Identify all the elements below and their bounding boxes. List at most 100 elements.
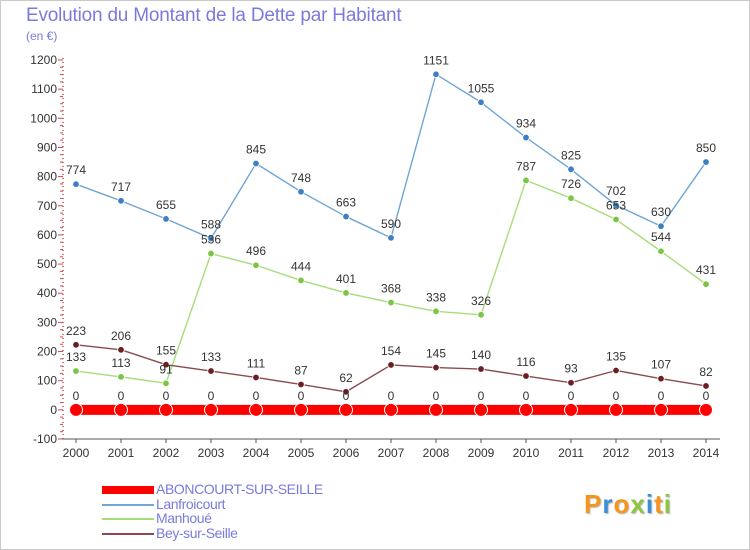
data-label: 850 <box>696 141 716 155</box>
data-point <box>117 197 125 205</box>
data-point <box>72 341 80 349</box>
data-point <box>387 234 395 242</box>
data-label: 0 <box>523 389 530 403</box>
y-tick-label: 700 <box>37 199 57 213</box>
data-label: 93 <box>564 362 578 376</box>
data-label: 0 <box>478 389 485 403</box>
data-label: 0 <box>343 389 350 403</box>
data-label: 444 <box>291 259 311 273</box>
y-tick-label: 300 <box>37 315 57 329</box>
legend-label: Lanfroicourt <box>156 495 226 512</box>
data-label: 0 <box>253 389 260 403</box>
data-label: 663 <box>336 196 356 210</box>
y-tick-label: 0 <box>50 403 57 417</box>
data-point <box>114 402 128 417</box>
data-point <box>519 402 533 417</box>
data-point <box>612 201 620 209</box>
x-tick-label: 2012 <box>603 446 630 460</box>
x-tick-label: 2006 <box>333 446 360 460</box>
data-point <box>612 215 620 224</box>
x-tick-label: 2010 <box>513 446 540 460</box>
legend-item: Lanfroicourt <box>102 495 382 513</box>
data-label: 133 <box>201 350 221 364</box>
data-label: 536 <box>201 233 221 247</box>
y-tick-label: 600 <box>37 228 57 242</box>
data-point <box>477 98 485 106</box>
data-point <box>297 380 305 389</box>
data-point <box>72 367 80 375</box>
data-label: 62 <box>339 371 353 385</box>
legend-swatch <box>102 486 154 494</box>
logo-letter: o <box>613 489 631 519</box>
x-tick-label: 2009 <box>468 446 495 460</box>
data-label: 338 <box>426 290 446 304</box>
data-point <box>699 402 713 417</box>
y-tick-label: 900 <box>37 140 57 154</box>
series-line-2 <box>75 73 707 240</box>
data-point <box>252 159 260 168</box>
data-label: 748 <box>291 171 311 185</box>
chart-title: Evolution du Montant de la Dette par Hab… <box>26 5 402 26</box>
data-label: 431 <box>696 263 716 277</box>
data-label: 0 <box>703 389 710 403</box>
logo-letter: P <box>584 489 603 519</box>
legend-swatch <box>102 503 154 506</box>
x-tick-label: 2003 <box>198 446 225 460</box>
data-label: 726 <box>561 177 581 191</box>
data-point <box>477 311 485 319</box>
data-point <box>252 261 260 269</box>
data-point <box>567 194 575 202</box>
data-point <box>657 374 665 383</box>
logo-letter: r <box>602 489 614 519</box>
data-point <box>294 402 308 417</box>
data-point <box>297 188 305 196</box>
data-point <box>384 402 398 417</box>
data-point <box>387 298 395 307</box>
data-label: 655 <box>156 198 176 212</box>
data-label: 0 <box>658 389 665 403</box>
data-label: 368 <box>381 282 401 296</box>
data-label: 544 <box>651 230 671 244</box>
data-label: 496 <box>246 244 266 258</box>
data-point <box>567 165 575 174</box>
data-label: 91 <box>159 362 173 376</box>
data-point <box>69 402 83 417</box>
data-point <box>207 367 215 375</box>
x-tick-label: 2007 <box>378 446 405 460</box>
data-point <box>207 249 215 258</box>
data-point <box>432 307 440 316</box>
legend-label: Bey-sur-Seille <box>156 524 238 541</box>
data-point <box>342 388 350 396</box>
data-label: 653 <box>606 198 626 212</box>
data-point <box>477 365 485 373</box>
data-label: 133 <box>66 350 86 364</box>
data-point <box>702 280 710 288</box>
data-label: 206 <box>111 329 131 343</box>
data-label: 0 <box>208 389 215 403</box>
data-point <box>474 402 488 417</box>
data-label: 845 <box>246 142 266 156</box>
data-label: 934 <box>516 117 536 131</box>
data-point <box>252 373 260 382</box>
data-point <box>654 402 668 417</box>
x-tick-label: 2011 <box>558 446 584 460</box>
legend-item: ABONCOURT-SUR-SEILLE <box>102 481 382 498</box>
data-label: 0 <box>613 389 620 403</box>
logo-letter: i <box>663 489 672 519</box>
logo-letter: x <box>630 489 646 519</box>
data-label: 0 <box>568 389 575 403</box>
data-label: 145 <box>426 347 446 361</box>
legend-item: Bey-sur-Seille <box>102 524 382 542</box>
data-point <box>522 176 530 185</box>
data-labels: 0 0 0 0 0 0 0 0 0 0 0 0 0 0 0 774 717 655 588 845 748 663 590 1… <box>66 53 716 403</box>
data-point <box>702 382 710 390</box>
x-tick-label: 2013 <box>648 446 675 460</box>
data-point <box>387 361 395 369</box>
data-point <box>162 215 170 223</box>
data-point <box>159 402 173 417</box>
data-label: 107 <box>651 358 671 372</box>
data-point <box>522 372 530 380</box>
legend-swatch <box>102 518 154 520</box>
x-tick-label: 2002 <box>153 446 180 460</box>
